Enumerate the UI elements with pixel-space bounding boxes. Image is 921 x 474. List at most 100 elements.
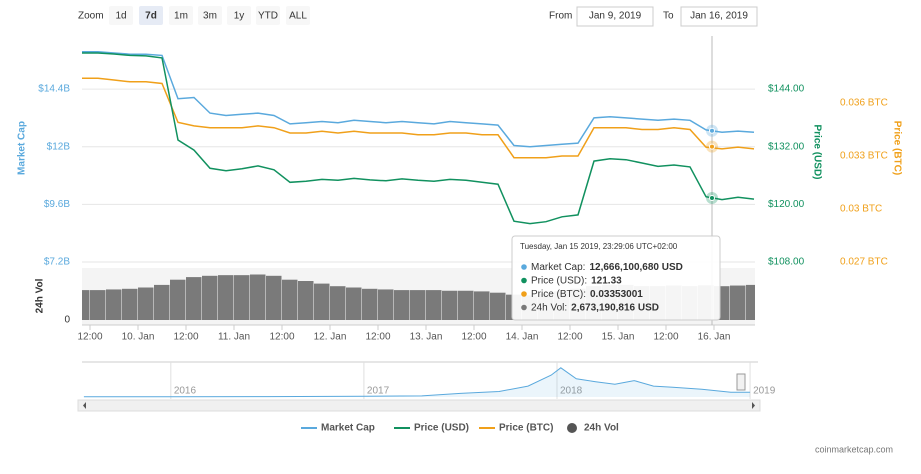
legend-label[interactable]: Market Cap xyxy=(321,423,375,434)
y3-tick-label: 0.036 BTC xyxy=(840,98,888,109)
y-tick-label: $7.2B xyxy=(44,257,70,268)
x-tick-label: 12:00 xyxy=(557,332,582,343)
volume-bar xyxy=(170,279,186,320)
navigator-tick-label: 2019 xyxy=(753,386,776,397)
y3-axis-title: Price (BTC) xyxy=(891,121,902,175)
tooltip-title: Tuesday, Jan 15 2019, 23:29:06 UTC+02:00 xyxy=(520,242,678,251)
zoom-label: Zoom xyxy=(78,11,104,22)
navigator-area xyxy=(83,367,751,397)
tooltip-label: Price (USD): xyxy=(531,275,587,286)
x-tick-label: 12:00 xyxy=(461,332,486,343)
navigator-tick-label: 2016 xyxy=(174,386,197,397)
volume-bar xyxy=(442,290,458,320)
volume-bar xyxy=(298,281,314,320)
zoom-button-label[interactable]: 7d xyxy=(145,11,157,22)
scroll-right[interactable] xyxy=(752,402,755,409)
y2-tick-label: $108.00 xyxy=(768,257,805,268)
x-tick-label: 12:00 xyxy=(77,332,102,343)
volume-bar xyxy=(746,284,755,320)
zoom-button-label[interactable]: 3m xyxy=(203,11,217,22)
to-date[interactable]: Jan 16, 2019 xyxy=(690,11,748,22)
x-tick-label: 10. Jan xyxy=(122,332,155,343)
volume-bar xyxy=(394,290,410,320)
navigator-line xyxy=(83,367,751,398)
legend-label[interactable]: Price (BTC) xyxy=(499,423,553,434)
hover-point xyxy=(709,194,715,201)
y3-tick-label: 0.03 BTC xyxy=(840,204,882,215)
zoom-button[interactable] xyxy=(109,6,133,25)
volume-bar xyxy=(474,291,490,320)
series-line xyxy=(82,77,755,159)
x-tick-label: 12. Jan xyxy=(314,332,347,343)
volume-bar xyxy=(458,290,474,320)
scroll-left[interactable] xyxy=(83,402,86,409)
volume-bar xyxy=(490,292,506,320)
volume-bar xyxy=(362,288,378,320)
volume-bar xyxy=(314,283,330,320)
tooltip-row: 24h Vol: 2,673,190,816 USD xyxy=(531,302,659,313)
volume-bar xyxy=(90,290,106,320)
tooltip-label: 24h Vol: xyxy=(531,302,567,313)
navigator-handle[interactable] xyxy=(736,373,746,391)
tooltip-bullet xyxy=(521,277,527,284)
y2-tick-label: $132.00 xyxy=(768,141,805,152)
zoom-button[interactable] xyxy=(256,6,280,25)
navigator-tick-label: 2017 xyxy=(367,386,390,397)
volume-bar xyxy=(106,289,122,320)
zoom-button-label[interactable]: 1m xyxy=(174,11,188,22)
from-box[interactable] xyxy=(576,6,654,27)
zoom-button-label[interactable]: 1d xyxy=(115,11,126,22)
x-tick-label: 12:00 xyxy=(269,332,294,343)
tooltip-bullet xyxy=(521,291,527,297)
scrollbar[interactable] xyxy=(77,399,761,412)
tooltip-row: Price (BTC): 0.03353001 xyxy=(531,289,643,300)
zoom-button[interactable] xyxy=(169,6,193,25)
y3-tick-label: 0.033 BTC xyxy=(840,151,888,162)
y2-tick-label: $144.00 xyxy=(768,84,805,95)
volume-bar xyxy=(154,284,170,320)
x-tick-label: 14. Jan xyxy=(506,332,539,343)
zoom-button[interactable] xyxy=(139,6,163,25)
to-box[interactable] xyxy=(680,6,758,27)
series-line xyxy=(82,52,755,225)
legend-label[interactable]: Price (USD) xyxy=(414,423,469,434)
to-label: To xyxy=(663,11,674,22)
tooltip-value: 0.03353001 xyxy=(590,289,643,300)
navigator-tick-label: 2018 xyxy=(560,386,583,397)
tooltip-row: Market Cap: 12,666,100,680 USD xyxy=(531,262,683,273)
zoom-button-label[interactable]: YTD xyxy=(258,11,278,22)
from-date[interactable]: Jan 9, 2019 xyxy=(589,11,642,22)
zoom-button[interactable] xyxy=(198,6,222,25)
legend-label[interactable]: 24h Vol xyxy=(584,423,619,434)
tooltip-box xyxy=(511,235,721,321)
zoom-button-label[interactable]: ALL xyxy=(289,11,307,22)
zoom-button[interactable] xyxy=(286,6,310,25)
hover-point xyxy=(709,143,715,150)
volume-bar xyxy=(202,275,218,320)
zoom-button[interactable] xyxy=(227,6,251,25)
legend-symbol[interactable] xyxy=(567,423,577,433)
zoom-button-label[interactable]: 1y xyxy=(234,11,245,22)
y-tick-label: $9.6B xyxy=(44,199,70,210)
volume-bar xyxy=(282,279,298,320)
credit: coinmarketcap.com xyxy=(815,444,893,454)
tooltip-value: 121.33 xyxy=(591,275,622,286)
volume-bar xyxy=(730,285,746,320)
volume-bar xyxy=(378,289,394,320)
y2-axis-title: Price (USD) xyxy=(811,124,822,179)
x-tick-label: 15. Jan xyxy=(602,332,635,343)
volume-bar xyxy=(250,274,266,320)
hover-point xyxy=(709,127,715,134)
series-line xyxy=(82,51,755,148)
tooltip-label: Market Cap: xyxy=(531,262,585,273)
y-tick-label: $12B xyxy=(47,141,71,152)
x-tick-label: 16. Jan xyxy=(698,332,731,343)
volume-bar xyxy=(82,290,90,320)
volume-bar xyxy=(330,286,346,320)
y-axis-title: Market Cap xyxy=(17,121,28,175)
x-tick-label: 13. Jan xyxy=(410,332,443,343)
volume-bar xyxy=(138,287,154,320)
tooltip-value: 2,673,190,816 USD xyxy=(571,302,659,313)
volume-bar xyxy=(186,277,202,320)
